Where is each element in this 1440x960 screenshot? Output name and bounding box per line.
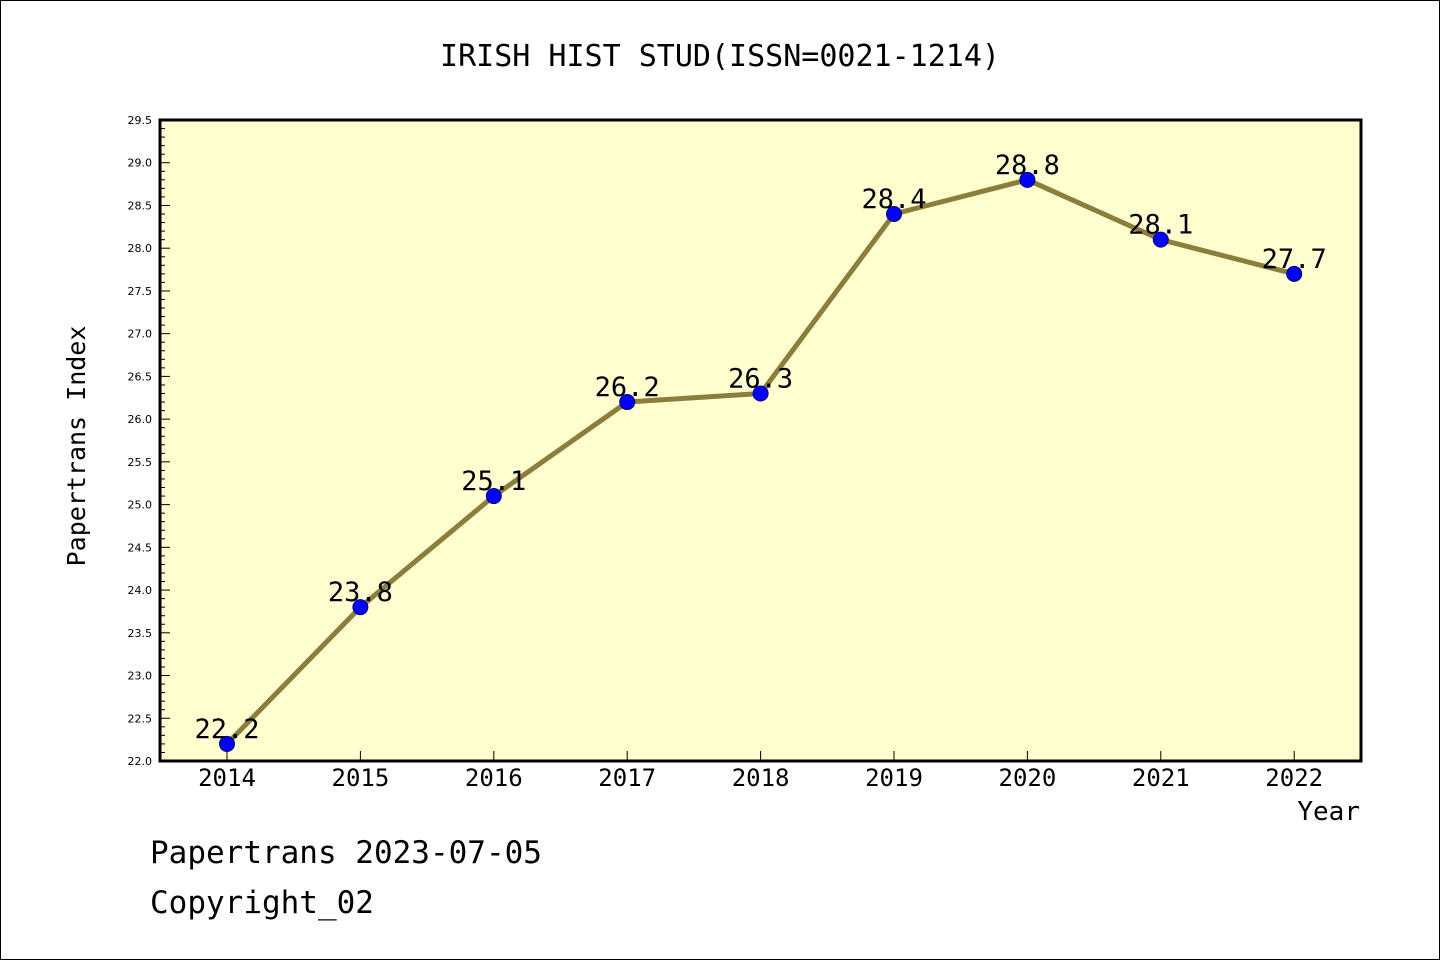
chart-title: IRISH HIST STUD(ISSN=0021-1214)	[440, 39, 1000, 74]
markers-group	[219, 171, 1303, 752]
data-label: 22.2	[194, 714, 259, 745]
x-tick-label: 2022	[1265, 764, 1323, 792]
data-point-marker	[886, 206, 902, 223]
y-tick-label: 28.5	[128, 199, 153, 212]
x-tick-label: 2015	[332, 764, 390, 792]
data-label: 26.2	[595, 372, 660, 403]
y-tick-label: 28.0	[128, 242, 153, 255]
x-tick-label: 2019	[865, 764, 923, 792]
data-labels-group: 22.2 23.8 25.1 26.2 26.3 28.4 28.8 28.1 27.7	[194, 150, 1326, 745]
data-point-marker	[752, 385, 769, 402]
y-tick-label: 24.0	[128, 584, 153, 597]
y-tick-label: 23.0	[128, 670, 153, 683]
data-label: 28.1	[1128, 210, 1193, 241]
footer-copyright-text: Copyright_02	[150, 885, 374, 921]
y-axis-label: Papertrans Index	[62, 326, 91, 567]
y-tick-label: 26.0	[128, 413, 153, 426]
y-tick-label: 26.5	[128, 370, 153, 383]
data-label: 25.1	[461, 466, 526, 497]
data-point-marker	[485, 488, 502, 505]
data-point-marker	[219, 735, 235, 752]
data-point-marker	[1286, 265, 1303, 282]
data-label: 23.8	[328, 577, 393, 608]
data-point-marker	[1019, 171, 1036, 188]
y-tick-label: 25.0	[128, 499, 153, 512]
data-label: 27.7	[1262, 244, 1327, 275]
data-point-marker	[619, 394, 636, 411]
data-point-marker	[352, 599, 369, 616]
y-tick-label: 23.5	[128, 627, 153, 640]
x-tick-label: 2021	[1132, 764, 1190, 792]
y-axis: 22.0 22.5 23.0 23.5 24.0 24.5 25.0 25.5 26.0 26.5…	[128, 114, 170, 768]
y-tick-label: 22.0	[128, 755, 153, 768]
y-tick-label: 22.5	[128, 712, 153, 725]
y-tick-label: 29.0	[128, 157, 153, 170]
plot-area	[158, 118, 1363, 763]
y-tick-label: 25.5	[128, 456, 153, 469]
x-axis-label: Year	[1297, 797, 1360, 827]
x-tick-label: 2018	[732, 764, 790, 792]
y-tick-label: 29.5	[128, 114, 153, 127]
x-tick-label: 2017	[598, 764, 656, 792]
x-tick-label: 2016	[465, 764, 523, 792]
data-label: 28.4	[861, 184, 926, 215]
y-tick-label: 24.5	[128, 541, 153, 554]
data-label: 28.8	[995, 150, 1060, 181]
y-tick-label: 27.0	[128, 328, 153, 341]
y-tick-label: 27.5	[128, 285, 153, 298]
x-axis: 2014 2015 2016 2017 2018 2019 2020 2021 2022	[198, 751, 1323, 792]
x-tick-label: 2020	[999, 764, 1057, 792]
x-tick-label: 2014	[198, 764, 256, 792]
footer-date-text: Papertrans 2023-07-05	[150, 835, 542, 871]
data-label: 26.3	[728, 363, 793, 394]
data-point-marker	[1152, 231, 1169, 248]
